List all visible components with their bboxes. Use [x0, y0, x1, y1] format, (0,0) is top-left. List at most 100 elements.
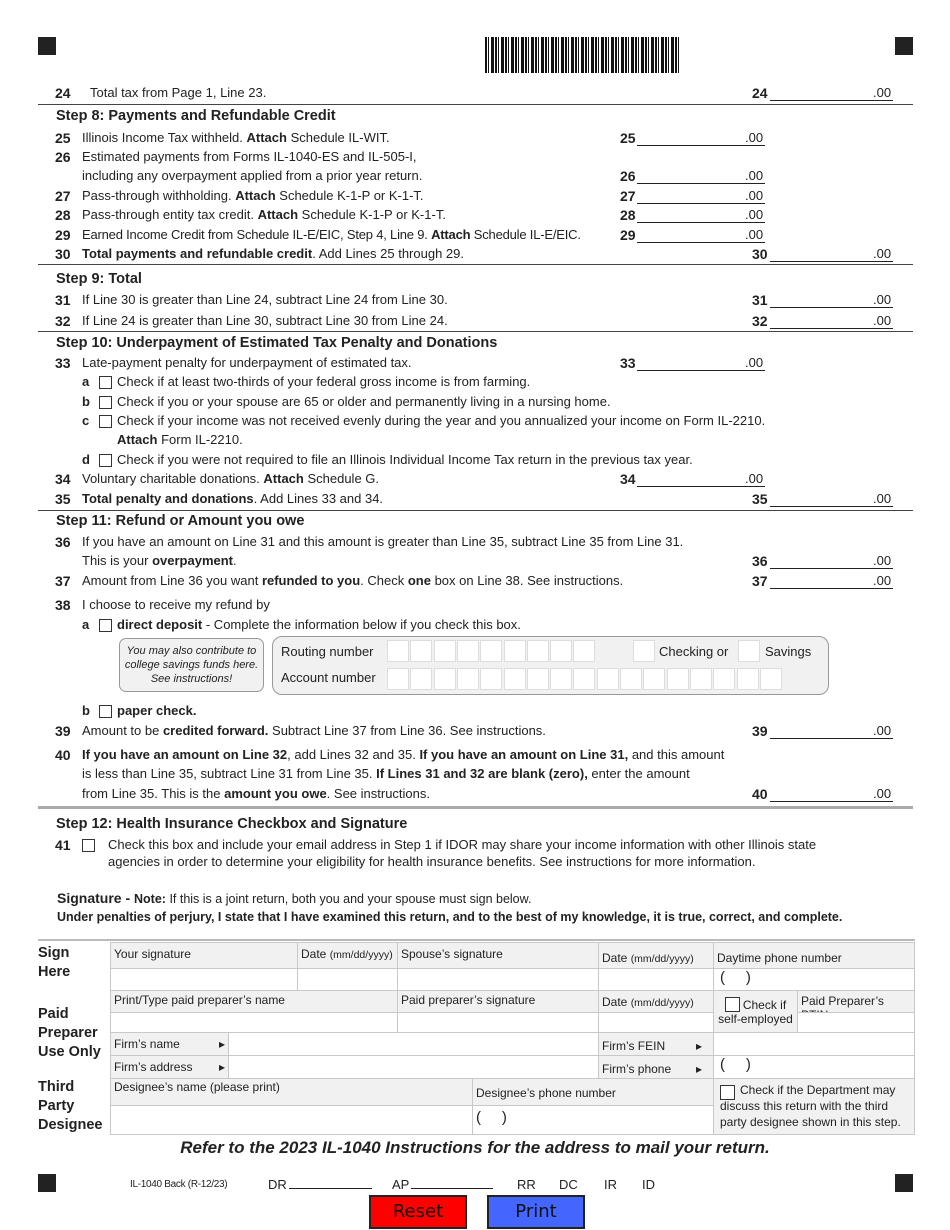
amount-field[interactable] — [770, 801, 893, 802]
digit-box[interactable] — [410, 668, 433, 690]
cents: .00 — [873, 313, 892, 328]
designee-name-field[interactable] — [110, 1105, 473, 1135]
amount-field[interactable] — [637, 486, 765, 487]
digit-box[interactable] — [503, 668, 526, 690]
amount-field[interactable] — [637, 222, 765, 223]
digit-box[interactable] — [736, 668, 759, 690]
bold-text: Attach — [257, 207, 299, 222]
checkbox-33c[interactable] — [99, 415, 112, 428]
text: Estimated payments from Forms IL-1040-ES… — [82, 149, 417, 164]
text: Earned Income Credit from Schedule IL-E/… — [82, 227, 432, 242]
digit-box[interactable] — [526, 668, 549, 690]
self-employed-checkbox[interactable] — [724, 997, 740, 1012]
cents: .00 — [745, 355, 764, 370]
digit-box[interactable] — [433, 640, 456, 662]
amount-field[interactable] — [637, 203, 765, 204]
reset-button[interactable]: Reset — [369, 1195, 467, 1229]
digit-box[interactable] — [643, 668, 666, 690]
line-number: 41 — [55, 837, 71, 853]
amount-field[interactable] — [637, 183, 765, 184]
phone-field[interactable]: ( ) — [713, 968, 915, 991]
checking-box[interactable] — [633, 640, 655, 662]
line-text: Illinois Income Tax withheld. Attach Sch… — [82, 129, 390, 147]
digit-box[interactable] — [456, 640, 479, 662]
spouse-signature-field[interactable] — [397, 968, 599, 991]
text: I choose to receive my refund by — [82, 597, 270, 612]
text: . See instructions. — [326, 786, 430, 801]
paper-check-checkbox[interactable] — [99, 705, 112, 718]
line-number: 36 — [55, 534, 71, 550]
bold-text: refunded to you — [261, 573, 361, 588]
amount-field[interactable] — [637, 370, 765, 371]
line-35: 35 Total penalty and donations. Add Lines… — [0, 490, 950, 508]
date-field[interactable] — [297, 968, 398, 991]
amount-field[interactable] — [770, 261, 893, 262]
amount-field[interactable] — [770, 506, 893, 507]
digit-box[interactable] — [596, 668, 619, 690]
digit-box[interactable] — [387, 668, 409, 690]
firm-phone-field[interactable]: ( ) — [713, 1055, 915, 1079]
digit-box[interactable] — [666, 668, 689, 690]
digit-box[interactable] — [550, 668, 573, 690]
print-button[interactable]: Print — [487, 1195, 585, 1229]
digit-box[interactable] — [410, 640, 433, 662]
digit-box[interactable] — [689, 668, 712, 690]
firm-name-field[interactable] — [228, 1032, 599, 1056]
digit-box[interactable] — [573, 668, 596, 690]
routing-label: Routing number — [281, 644, 374, 659]
spouse-date-field[interactable] — [598, 968, 714, 991]
checkbox-33d[interactable] — [99, 454, 112, 467]
cents: .00 — [873, 292, 892, 307]
preparer-signature-field[interactable] — [397, 1012, 599, 1033]
line-36-cont: This is your overpayment. 36 .00 — [0, 552, 950, 570]
line-29: 29 Earned Income Credit from Schedule IL-… — [0, 226, 950, 244]
firm-fein-field[interactable] — [713, 1032, 915, 1056]
digit-box[interactable] — [456, 668, 479, 690]
checkbox-33a[interactable] — [99, 376, 112, 389]
digit-box[interactable] — [433, 668, 456, 690]
savings-box[interactable] — [738, 640, 760, 662]
digit-box[interactable] — [480, 640, 503, 662]
bold-text: Total penalty and donations — [82, 491, 254, 506]
preparer-name-field[interactable] — [110, 1012, 398, 1033]
label: Spouse’s signature — [401, 947, 503, 961]
digit-box[interactable] — [387, 640, 409, 662]
digit-box[interactable] — [480, 668, 503, 690]
text: This is your — [82, 553, 153, 568]
text: Amount from Line 36 you want — [82, 573, 262, 588]
digit-box[interactable] — [620, 668, 642, 690]
digit-box[interactable] — [526, 640, 549, 662]
ptin-field[interactable] — [797, 1012, 915, 1033]
digit-box[interactable] — [550, 640, 573, 662]
amount-field[interactable] — [770, 307, 893, 308]
firm-address-field[interactable] — [228, 1055, 599, 1079]
field-number: 26 — [620, 168, 636, 184]
designee-phone-field[interactable]: ( ) — [472, 1105, 714, 1135]
amount-field[interactable] — [770, 100, 893, 101]
cents: .00 — [745, 188, 764, 203]
your-signature-field[interactable] — [110, 968, 298, 991]
step-8-heading: Step 8: Payments and Refundable Credit — [56, 108, 336, 124]
preparer-date-field[interactable] — [598, 1012, 714, 1033]
field-number: 27 — [620, 188, 636, 204]
field-number: 39 — [752, 723, 768, 739]
date-label: Date (mm/dd/yyyy) — [598, 942, 714, 969]
amount-field[interactable] — [637, 145, 765, 146]
digit-box[interactable] — [573, 640, 596, 662]
line-39: 39 Amount to be credited forward. Subtrac… — [0, 722, 950, 740]
line-number: 28 — [55, 207, 71, 223]
digit-box[interactable] — [713, 668, 736, 690]
digit-box[interactable] — [759, 668, 782, 690]
amount-field[interactable] — [770, 568, 893, 569]
digit-box[interactable] — [503, 640, 526, 662]
checkbox-33b[interactable] — [99, 396, 112, 409]
amount-field[interactable] — [770, 328, 893, 329]
amount-field[interactable] — [770, 738, 893, 739]
direct-deposit-checkbox[interactable] — [99, 619, 112, 632]
step-9-heading: Step 9: Total — [56, 271, 142, 287]
amount-field[interactable] — [770, 588, 893, 589]
amount-field[interactable] — [637, 242, 765, 243]
line-40-cont2: from Line 35. This is the amount you owe… — [0, 785, 950, 803]
department-checkbox[interactable] — [720, 1085, 735, 1100]
health-insurance-checkbox[interactable] — [82, 839, 95, 852]
